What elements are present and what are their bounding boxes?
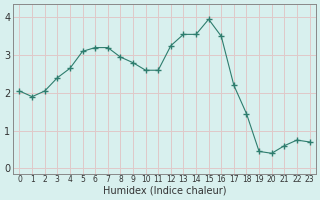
X-axis label: Humidex (Indice chaleur): Humidex (Indice chaleur) [103,186,226,196]
